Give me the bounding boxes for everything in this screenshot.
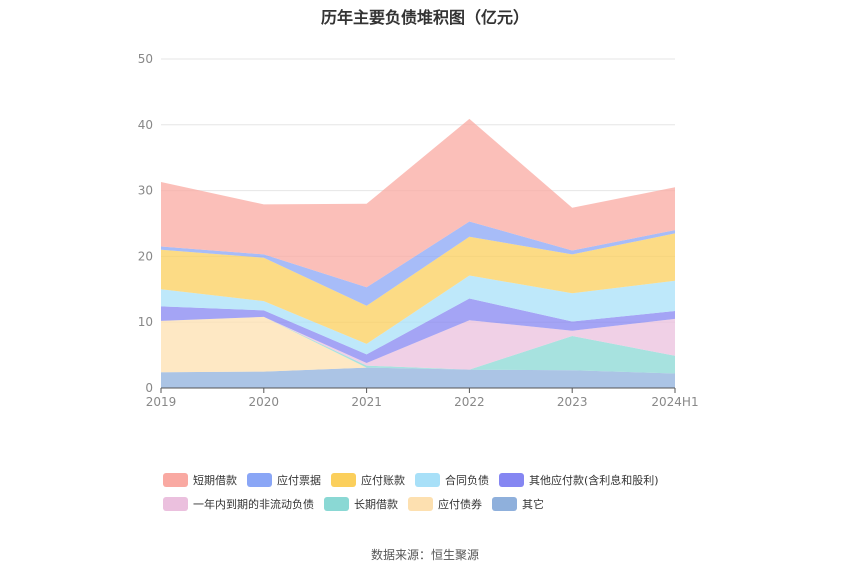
area-series-长期借款 xyxy=(161,316,675,374)
area-series-应付票据 xyxy=(161,221,675,306)
legend-label: 应付账款 xyxy=(361,474,405,487)
legend-label: 应付票据 xyxy=(277,474,321,487)
legend-label: 应付债券 xyxy=(438,498,482,511)
legend-label: 一年内到期的非流动负债 xyxy=(193,498,314,511)
legend-swatch xyxy=(415,473,440,487)
legend-item[interactable]: 应付债券 xyxy=(408,496,482,512)
legend-label: 合同负债 xyxy=(445,474,489,487)
y-tick-label: 30 xyxy=(138,184,153,198)
legend-item[interactable]: 一年内到期的非流动负债 xyxy=(163,496,314,512)
legend-item[interactable]: 其它 xyxy=(492,496,544,512)
data-source: 数据来源：恒生聚源 xyxy=(370,548,479,562)
stacked-area-chart: 0 10 20 30 40 50 2019 2020 2021 2022 2023 2024H1 xyxy=(138,52,699,409)
legend-label: 其他应付款(含利息和股利) xyxy=(529,474,659,487)
legend-label: 短期借款 xyxy=(193,474,237,487)
chart-title: 历年主要负债堆积图（亿元） xyxy=(320,8,529,27)
area-series-一年内到期的非流动负债 xyxy=(161,316,675,370)
x-tick-label: 2021 xyxy=(351,395,382,409)
legend-label: 其它 xyxy=(522,498,544,511)
legend-item[interactable]: 长期借款 xyxy=(324,496,398,512)
area-series-合同负债 xyxy=(161,275,675,355)
x-tick-label: 2023 xyxy=(557,395,588,409)
area-series-其他应付款(含利息和股利) xyxy=(161,298,675,363)
area-series-应付账款 xyxy=(161,233,675,344)
y-tick-label: 20 xyxy=(138,249,153,263)
x-tick-label: 2019 xyxy=(146,395,177,409)
y-tick-label: 50 xyxy=(138,52,153,66)
area-series-其它 xyxy=(161,367,675,388)
legend: 短期借款 应付票据 应付账款 合同负债 其他应付款(含利息和股利) 一年内到期的非流动负债… xyxy=(163,472,723,520)
legend-item[interactable]: 应付票据 xyxy=(247,472,321,488)
legend-label: 长期借款 xyxy=(354,498,398,511)
legend-swatch xyxy=(331,473,356,487)
legend-swatch xyxy=(163,497,188,511)
y-tick-label: 0 xyxy=(145,381,153,395)
x-tick-label: 2020 xyxy=(249,395,280,409)
legend-swatch xyxy=(492,497,517,511)
legend-swatch xyxy=(408,497,433,511)
area-series-短期借款 xyxy=(161,118,675,288)
y-tick-label: 10 xyxy=(138,315,153,329)
y-tick-label: 40 xyxy=(138,118,153,132)
legend-item[interactable]: 其他应付款(含利息和股利) xyxy=(499,472,659,488)
legend-swatch xyxy=(163,473,188,487)
x-tick-label: 2024H1 xyxy=(651,395,698,409)
area-series-应付债券 xyxy=(161,316,675,374)
legend-item[interactable]: 短期借款 xyxy=(163,472,237,488)
legend-item[interactable]: 合同负债 xyxy=(415,472,489,488)
legend-swatch xyxy=(499,473,524,487)
legend-item[interactable]: 应付账款 xyxy=(331,472,405,488)
legend-swatch xyxy=(247,473,272,487)
x-tick-label: 2022 xyxy=(454,395,485,409)
legend-swatch xyxy=(324,497,349,511)
